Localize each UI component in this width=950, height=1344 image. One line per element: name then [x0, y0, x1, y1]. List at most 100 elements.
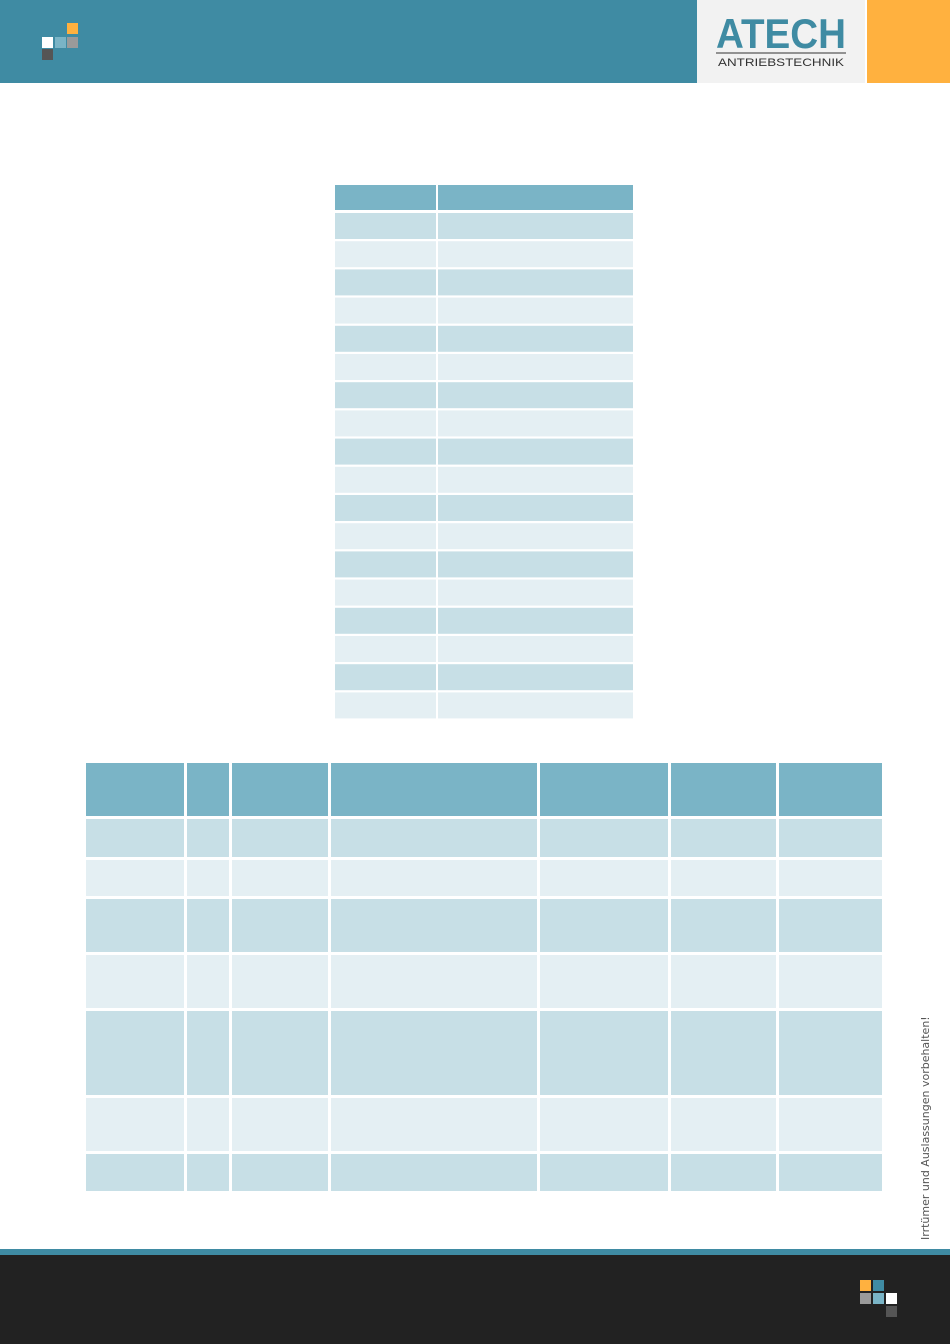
table-cell — [86, 860, 184, 896]
table-header-cell — [671, 763, 776, 816]
table-cell — [540, 1098, 668, 1151]
header-bar — [0, 0, 697, 83]
table-cell — [187, 1011, 229, 1095]
side-note: Irrtümer und Auslassungen vorbehalten! — [919, 1016, 932, 1240]
table-header-cell — [331, 763, 537, 816]
table-cell — [335, 410, 436, 437]
footer-squares — [860, 1280, 897, 1317]
table-cell — [187, 1154, 229, 1191]
table-cell — [438, 213, 633, 239]
table-cell — [671, 1011, 776, 1095]
table-cell — [335, 466, 436, 493]
table-cell — [187, 955, 229, 1008]
table-cell — [335, 297, 436, 324]
table-cell — [779, 1011, 882, 1095]
table-cell — [331, 955, 537, 1008]
logo-box — [697, 0, 865, 83]
table-cell — [438, 692, 633, 719]
table-cell — [671, 860, 776, 896]
table-header-cell — [86, 763, 184, 816]
table-cell — [540, 860, 668, 896]
table-cell — [540, 1011, 668, 1095]
table-cell — [335, 692, 436, 719]
table-cell — [335, 241, 436, 268]
table-cell — [331, 1011, 537, 1095]
table-cell — [232, 1154, 328, 1191]
table-cell — [779, 955, 882, 1008]
table-cell — [187, 860, 229, 896]
table-cell — [335, 523, 436, 550]
table-cell — [438, 579, 633, 606]
table-cell — [779, 899, 882, 952]
table-header-cell — [438, 185, 633, 210]
table-cell — [232, 1011, 328, 1095]
tables — [86, 185, 882, 1191]
table-cell — [86, 1098, 184, 1151]
header-accent — [867, 0, 950, 83]
table-cell — [438, 325, 633, 352]
table-cell — [86, 819, 184, 857]
table-cell — [438, 382, 633, 409]
table-cell — [438, 523, 633, 550]
table-cell — [438, 241, 633, 268]
table-cell — [187, 1098, 229, 1151]
table-cell — [438, 466, 633, 493]
table-header-cell — [779, 763, 882, 816]
table-cell — [232, 819, 328, 857]
header-squares — [42, 23, 78, 60]
table-header-cell — [187, 763, 229, 816]
table-cell — [335, 325, 436, 352]
table-cell — [335, 354, 436, 380]
table-cell — [86, 1011, 184, 1095]
table-cell — [438, 551, 633, 578]
table-cell — [438, 410, 633, 437]
table-cell — [335, 579, 436, 606]
table-cell — [438, 438, 633, 465]
table-cell — [331, 860, 537, 896]
table-cell — [232, 1098, 328, 1151]
table-cell — [86, 1154, 184, 1191]
table-cell — [331, 1098, 537, 1151]
table-cell — [540, 899, 668, 952]
table-cell — [779, 1154, 882, 1191]
table-cell — [438, 354, 633, 380]
table-cell — [438, 664, 633, 691]
table-cell — [335, 664, 436, 691]
table-cell — [671, 955, 776, 1008]
table-header-cell — [540, 763, 668, 816]
table-cell — [331, 1154, 537, 1191]
footer-line — [0, 1249, 950, 1255]
table-cell — [335, 495, 436, 521]
table-cell — [232, 955, 328, 1008]
table-header-cell — [335, 185, 436, 210]
brand-sub: ANTRIEBSTECHNIK — [718, 57, 845, 69]
table-cell — [86, 955, 184, 1008]
table-cell — [671, 899, 776, 952]
table-cell — [335, 551, 436, 578]
table-cell — [438, 636, 633, 662]
table-cell — [331, 899, 537, 952]
table-cell — [671, 1154, 776, 1191]
table-cell — [779, 819, 882, 857]
table-cell — [86, 899, 184, 952]
table-cell — [335, 607, 436, 634]
table-cell — [335, 636, 436, 662]
table-cell — [187, 899, 229, 952]
table-cell — [779, 1098, 882, 1151]
table-cell — [779, 860, 882, 896]
table-cell — [540, 819, 668, 857]
table-cell — [671, 1098, 776, 1151]
table-cell — [540, 1154, 668, 1191]
table-cell — [438, 495, 633, 521]
table-cell — [331, 819, 537, 857]
footer — [0, 1255, 950, 1344]
table-cell — [540, 955, 668, 1008]
table-cell — [335, 438, 436, 465]
table-cell — [232, 860, 328, 896]
table-cell — [232, 899, 328, 952]
table-cell — [438, 269, 633, 296]
brand: ATECH — [716, 10, 846, 57]
table-header-cell — [232, 763, 328, 816]
table-cell — [438, 607, 633, 634]
